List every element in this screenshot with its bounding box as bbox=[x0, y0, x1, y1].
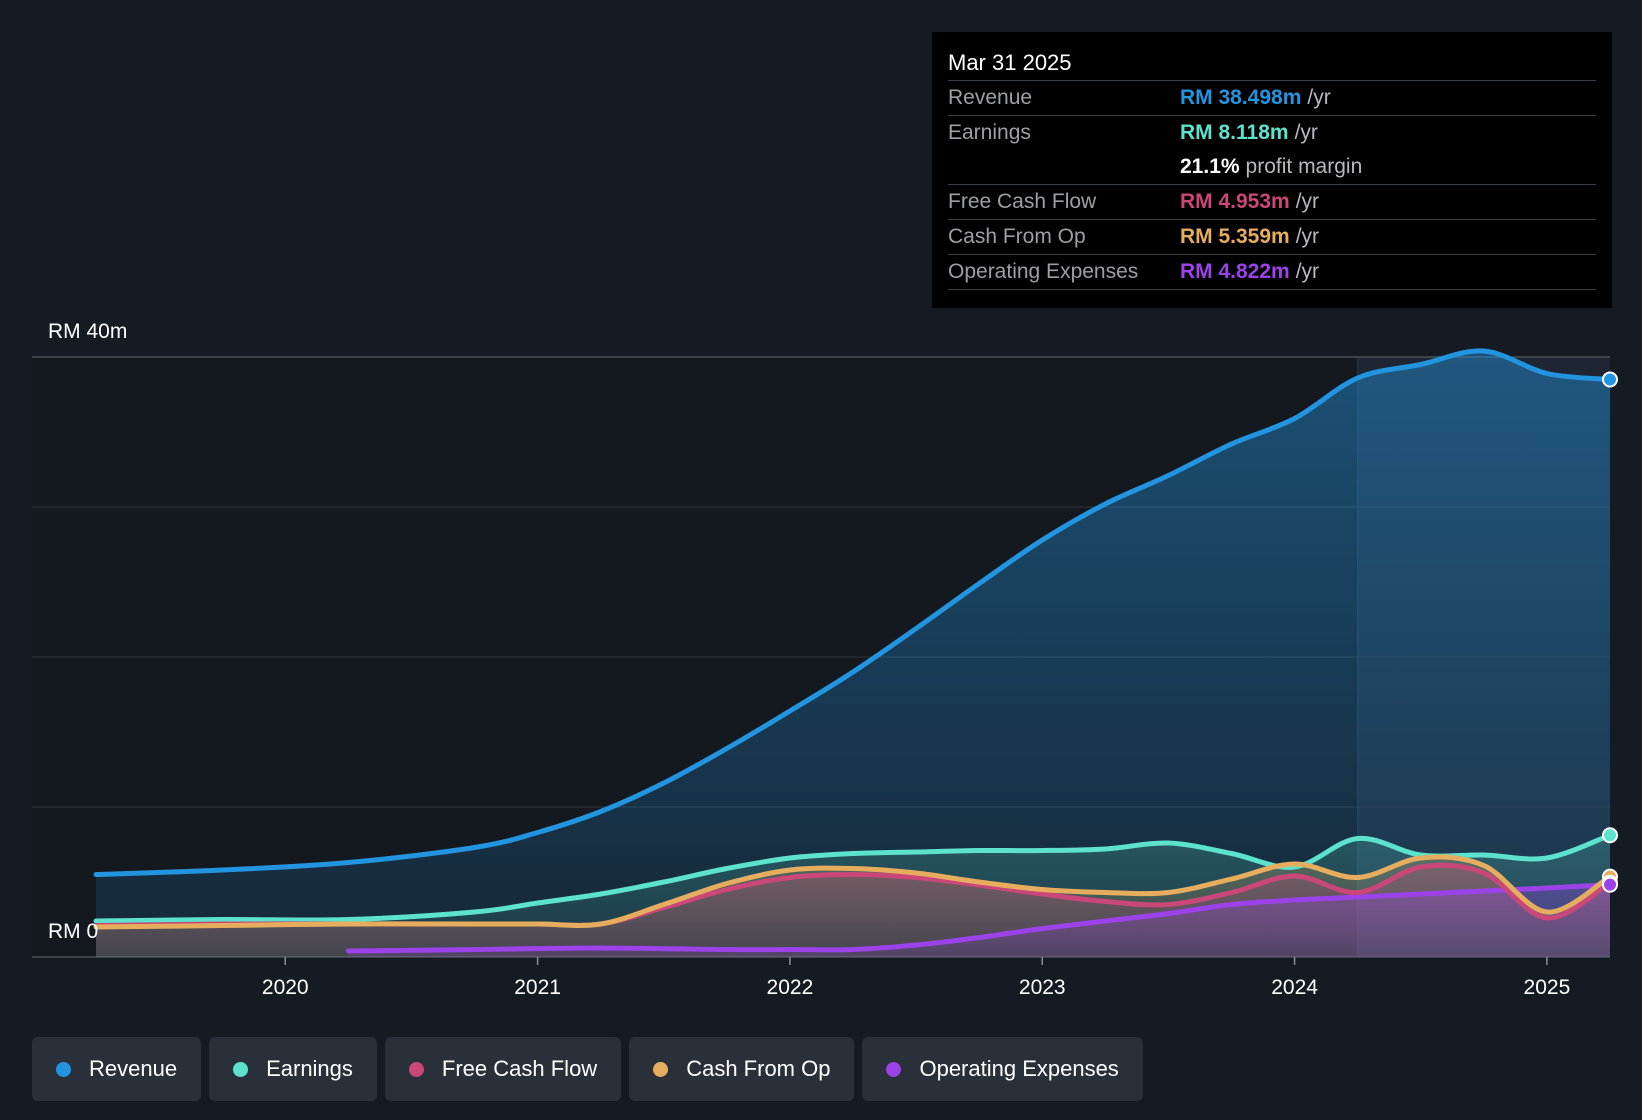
area-layer bbox=[96, 350, 1610, 958]
tooltip-unit: /yr bbox=[1294, 121, 1318, 144]
opex-line bbox=[345, 882, 1613, 954]
profit-margin-label: profit margin bbox=[1245, 155, 1363, 178]
tooltip-value: RM 4.953m bbox=[1180, 190, 1290, 213]
tooltip-row-fcf: Free Cash Flow RM 4.953m /yr bbox=[948, 184, 1596, 219]
earnings-line bbox=[93, 832, 1613, 924]
tooltip-panel: Mar 31 2025 Revenue RM 38.498m /yr Earni… bbox=[932, 32, 1612, 308]
tooltip-label: Cash From Op bbox=[948, 225, 1086, 248]
legend-item-revenue[interactable]: Revenue bbox=[32, 1037, 202, 1101]
tick-layer: 2020 2021 2022 2023 2024 2025 bbox=[262, 957, 1570, 999]
x-tick-label: 2021 bbox=[514, 976, 561, 999]
x-tick-label: 2025 bbox=[1524, 976, 1571, 999]
cfo-line bbox=[93, 854, 1613, 930]
legend: Revenue Earnings Free Cash Flow Cash Fro… bbox=[32, 1037, 1151, 1101]
legend-label: Revenue bbox=[89, 1056, 178, 1081]
tooltip-unit: /yr bbox=[1295, 225, 1320, 248]
tooltip-label: Free Cash Flow bbox=[948, 190, 1097, 213]
tooltip-label: Operating Expenses bbox=[948, 260, 1139, 283]
x-tick-label: 2020 bbox=[262, 976, 309, 999]
y-axis-label-top: RM 40m bbox=[48, 320, 128, 343]
tooltip-unit: /yr bbox=[1295, 260, 1320, 283]
tooltip-row-cfo: Cash From Op RM 5.359m /yr bbox=[948, 219, 1596, 254]
tooltip-label: Revenue bbox=[948, 86, 1033, 109]
x-tick-label: 2023 bbox=[1019, 976, 1066, 999]
x-tick-label: 2022 bbox=[767, 976, 814, 999]
legend-label: Free Cash Flow bbox=[441, 1056, 598, 1081]
legend-item-cfo[interactable]: Cash From Op bbox=[629, 1037, 855, 1101]
revenue-line bbox=[93, 348, 1613, 877]
legend-label: Earnings bbox=[266, 1056, 353, 1081]
revenue-dot-icon bbox=[56, 1061, 71, 1077]
revenue-end-marker bbox=[1602, 371, 1618, 388]
tooltip-value: RM 8.118m bbox=[1180, 121, 1289, 144]
legend-label: Cash From Op bbox=[686, 1056, 831, 1081]
tooltip-row-margin: 21.1% profit margin bbox=[948, 150, 1596, 184]
opex-dot-icon bbox=[886, 1061, 902, 1077]
earnings-end-marker bbox=[1602, 827, 1618, 844]
tooltip-value: RM 38.498m bbox=[1180, 86, 1302, 109]
tooltip-value: RM 5.359m bbox=[1180, 225, 1290, 248]
cfo-dot-icon bbox=[653, 1061, 669, 1077]
legend-item-opex[interactable]: Operating Expenses bbox=[862, 1037, 1143, 1101]
opex-end-marker bbox=[1602, 876, 1618, 893]
tooltip-row-revenue: Revenue RM 38.498m /yr bbox=[948, 80, 1596, 115]
fcf-dot-icon bbox=[408, 1061, 424, 1077]
line-layer bbox=[93, 348, 1613, 954]
legend-item-fcf[interactable]: Free Cash Flow bbox=[384, 1037, 622, 1101]
tooltip-date: Mar 31 2025 bbox=[948, 50, 1072, 75]
earnings-dot-icon bbox=[233, 1061, 249, 1077]
tooltip-row-opex: Operating Expenses RM 4.822m /yr bbox=[948, 254, 1596, 290]
tooltip-row-earnings: Earnings RM 8.118m /yr bbox=[948, 115, 1596, 150]
opex-area bbox=[348, 884, 1610, 957]
legend-label: Operating Expenses bbox=[919, 1056, 1119, 1081]
x-tick-label: 2024 bbox=[1271, 976, 1318, 999]
y-axis-label-bottom: RM 0 bbox=[48, 920, 99, 943]
tooltip-value: RM 4.822m bbox=[1180, 260, 1290, 283]
tooltip-label: Earnings bbox=[948, 121, 1031, 144]
dot-layer bbox=[1602, 371, 1618, 893]
profit-margin-pct: 21.1% bbox=[1180, 155, 1240, 178]
legend-item-earnings[interactable]: Earnings bbox=[209, 1037, 377, 1101]
tooltip-unit: /yr bbox=[1295, 190, 1320, 213]
revenue-area bbox=[96, 350, 1610, 958]
tooltip-unit: /yr bbox=[1307, 86, 1331, 109]
